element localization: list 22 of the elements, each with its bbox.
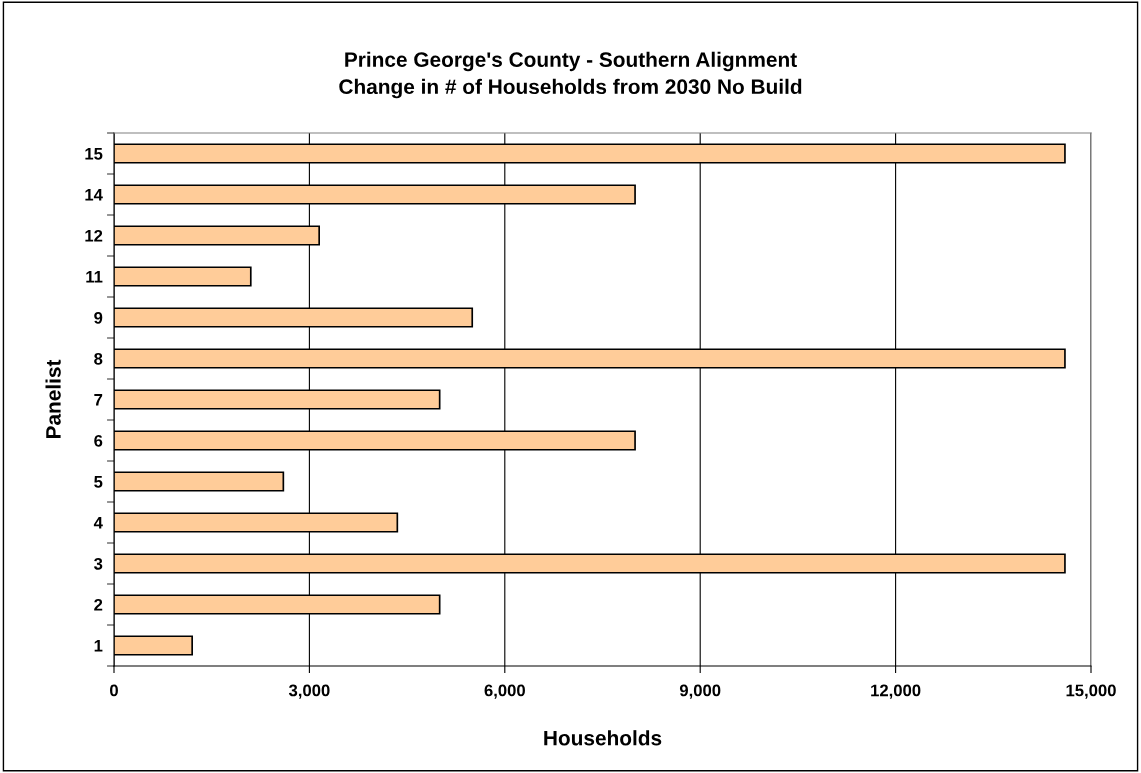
y-tick-label: 7 (94, 394, 103, 406)
y-tick-label: 6 (94, 434, 103, 447)
y-tick-label: 4 (93, 517, 103, 529)
y-tick-label: 8 (94, 352, 103, 365)
y-axis-title: Panelist (45, 359, 61, 439)
y-tick-label: 2 (94, 598, 103, 611)
x-tick-label: 0 (110, 684, 118, 697)
x-tick-label: 6,000 (484, 684, 525, 699)
x-tick-label: 15,000 (1066, 684, 1116, 699)
x-tick-label: 3,000 (288, 684, 330, 699)
y-tick-label: 1 (94, 640, 103, 652)
y-tick-label: 12 (85, 229, 103, 242)
y-tick-label: 9 (94, 311, 103, 324)
y-tick-label: 15 (85, 148, 103, 160)
chart-title: Prince George's County - Southern Alignment Change in # of Households from 2030 No Build (339, 51, 802, 99)
x-tick-label: 12,000 (871, 684, 921, 699)
y-tick-label: 14 (85, 189, 103, 201)
y-tick-label: 11 (86, 271, 103, 283)
y-tick-label: 5 (94, 476, 103, 488)
y-tick-label: 3 (94, 557, 103, 570)
x-axis-title: Households (544, 730, 662, 746)
x-tick-label: 9,000 (679, 684, 721, 699)
